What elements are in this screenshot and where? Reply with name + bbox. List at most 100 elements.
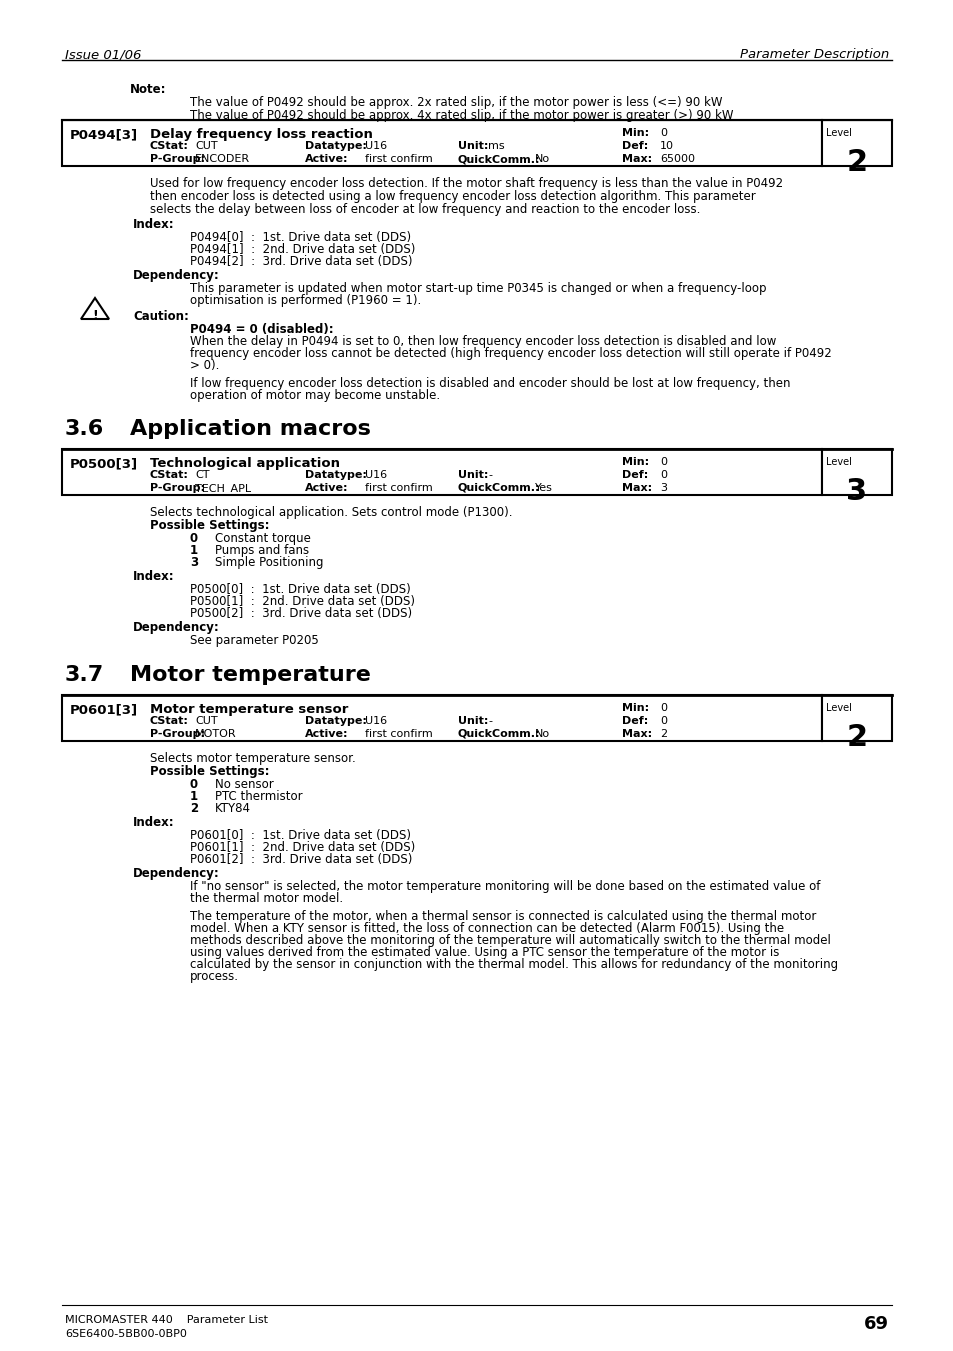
Text: Technological application: Technological application: [150, 457, 339, 470]
Text: ms: ms: [488, 141, 504, 151]
Text: selects the delay between loss of encoder at low frequency and reaction to the e: selects the delay between loss of encode…: [150, 203, 700, 216]
Text: The value of P0492 should be approx. 2x rated slip, if the motor power is less (: The value of P0492 should be approx. 2x …: [190, 96, 721, 109]
Text: Min:: Min:: [621, 457, 648, 467]
Text: Motor temperature sensor: Motor temperature sensor: [150, 703, 348, 716]
Text: CUT: CUT: [194, 716, 217, 725]
Text: No sensor: No sensor: [214, 778, 274, 790]
Text: Dependency:: Dependency:: [132, 269, 219, 282]
Text: 0: 0: [659, 128, 666, 138]
Text: Level: Level: [825, 703, 851, 713]
Text: Yes: Yes: [535, 484, 553, 493]
Text: operation of motor may become unstable.: operation of motor may become unstable.: [190, 389, 439, 403]
Text: !: !: [92, 309, 98, 322]
Text: P-Group:: P-Group:: [150, 730, 205, 739]
Text: When the delay in P0494 is set to 0, then low frequency encoder loss detection i: When the delay in P0494 is set to 0, the…: [190, 335, 776, 349]
Text: P-Group:: P-Group:: [150, 484, 205, 493]
Text: 0: 0: [659, 457, 666, 467]
Text: Max:: Max:: [621, 154, 652, 163]
Text: TECH_APL: TECH_APL: [194, 484, 251, 494]
Text: calculated by the sensor in conjunction with the thermal model. This allows for : calculated by the sensor in conjunction …: [190, 958, 838, 971]
Text: using values derived from the estimated value. Using a PTC sensor the temperatur: using values derived from the estimated …: [190, 946, 779, 959]
Text: 2: 2: [845, 149, 866, 177]
Text: CT: CT: [194, 470, 210, 480]
Text: QuickComm.:: QuickComm.:: [457, 730, 540, 739]
Text: 65000: 65000: [659, 154, 695, 163]
Text: Def:: Def:: [621, 716, 648, 725]
Text: Min:: Min:: [621, 128, 648, 138]
Text: 0: 0: [659, 470, 666, 480]
Text: QuickComm.:: QuickComm.:: [457, 154, 540, 163]
Text: optimisation is performed (P1960 = 1).: optimisation is performed (P1960 = 1).: [190, 295, 421, 307]
Text: Parameter Description: Parameter Description: [739, 49, 888, 61]
Text: If "no sensor" is selected, the motor temperature monitoring will be done based : If "no sensor" is selected, the motor te…: [190, 880, 820, 893]
Text: Index:: Index:: [132, 570, 174, 584]
Text: 6SE6400-5BB00-0BP0: 6SE6400-5BB00-0BP0: [65, 1329, 187, 1339]
Text: 2: 2: [845, 723, 866, 753]
Text: Active:: Active:: [305, 730, 348, 739]
Text: QuickComm.:: QuickComm.:: [457, 484, 540, 493]
Text: 3.7: 3.7: [65, 665, 104, 685]
Text: The temperature of the motor, when a thermal sensor is connected is calculated u: The temperature of the motor, when a the…: [190, 911, 816, 923]
Text: first confirm: first confirm: [365, 484, 433, 493]
Text: 10: 10: [659, 141, 673, 151]
Text: Active:: Active:: [305, 484, 348, 493]
Text: MICROMASTER 440    Parameter List: MICROMASTER 440 Parameter List: [65, 1315, 268, 1325]
Text: P0500[1]  :  2nd. Drive data set (DDS): P0500[1] : 2nd. Drive data set (DDS): [190, 594, 415, 608]
Text: > 0).: > 0).: [190, 359, 219, 372]
Text: The value of P0492 should be approx. 4x rated slip, if the motor power is greate: The value of P0492 should be approx. 4x …: [190, 109, 733, 122]
Text: model. When a KTY sensor is fitted, the loss of connection can be detected (Alar: model. When a KTY sensor is fitted, the …: [190, 921, 783, 935]
Text: Motor temperature: Motor temperature: [130, 665, 371, 685]
Text: P0494[2]  :  3rd. Drive data set (DDS): P0494[2] : 3rd. Drive data set (DDS): [190, 255, 412, 267]
Text: CStat:: CStat:: [150, 470, 189, 480]
Text: P0601[0]  :  1st. Drive data set (DDS): P0601[0] : 1st. Drive data set (DDS): [190, 830, 411, 842]
Text: process.: process.: [190, 970, 239, 984]
Text: P0500[3]: P0500[3]: [70, 457, 138, 470]
Text: Level: Level: [825, 457, 851, 467]
Text: Issue 01/06: Issue 01/06: [65, 49, 141, 61]
Text: Level: Level: [825, 128, 851, 138]
Text: Index:: Index:: [132, 218, 174, 231]
Text: Note:: Note:: [130, 82, 167, 96]
Text: frequency encoder loss cannot be detected (high frequency encoder loss detection: frequency encoder loss cannot be detecte…: [190, 347, 831, 359]
Text: Selects technological application. Sets control mode (P1300).: Selects technological application. Sets …: [150, 507, 512, 519]
Text: ENCODER: ENCODER: [194, 154, 250, 163]
Text: No: No: [535, 730, 550, 739]
Text: 3: 3: [845, 477, 866, 507]
Text: No: No: [535, 154, 550, 163]
Bar: [62, 694, 821, 740]
Text: 0: 0: [190, 778, 198, 790]
Text: Pumps and fans: Pumps and fans: [214, 544, 309, 557]
Text: 1: 1: [190, 544, 198, 557]
Text: first confirm: first confirm: [365, 154, 433, 163]
Text: 69: 69: [863, 1315, 888, 1333]
Text: P0500[0]  :  1st. Drive data set (DDS): P0500[0] : 1st. Drive data set (DDS): [190, 584, 411, 596]
Text: P-Group:: P-Group:: [150, 154, 205, 163]
Text: Def:: Def:: [621, 470, 648, 480]
Text: Max:: Max:: [621, 730, 652, 739]
Text: 1: 1: [190, 790, 198, 802]
Text: 0: 0: [659, 703, 666, 713]
Text: Dependency:: Dependency:: [132, 867, 219, 880]
Text: P0494 = 0 (disabled):: P0494 = 0 (disabled):: [190, 323, 334, 336]
Text: Simple Positioning: Simple Positioning: [214, 557, 323, 569]
Text: 0: 0: [190, 532, 198, 544]
Text: U16: U16: [365, 716, 387, 725]
Text: Datatype:: Datatype:: [305, 470, 367, 480]
Text: P0500[2]  :  3rd. Drive data set (DDS): P0500[2] : 3rd. Drive data set (DDS): [190, 607, 412, 620]
Text: See parameter P0205: See parameter P0205: [190, 634, 318, 647]
Text: This parameter is updated when motor start-up time P0345 is changed or when a fr: This parameter is updated when motor sta…: [190, 282, 765, 295]
Text: U16: U16: [365, 141, 387, 151]
Text: Index:: Index:: [132, 816, 174, 830]
Text: Caution:: Caution:: [132, 309, 189, 323]
Text: 3: 3: [190, 557, 198, 569]
Bar: [62, 120, 821, 166]
Text: Application macros: Application macros: [130, 419, 371, 439]
Text: Selects motor temperature sensor.: Selects motor temperature sensor.: [150, 753, 355, 765]
Text: the thermal motor model.: the thermal motor model.: [190, 892, 343, 905]
Text: P0601[2]  :  3rd. Drive data set (DDS): P0601[2] : 3rd. Drive data set (DDS): [190, 852, 412, 866]
Text: Datatype:: Datatype:: [305, 716, 367, 725]
Text: P0494[3]: P0494[3]: [70, 128, 138, 141]
Bar: [821, 694, 891, 740]
Text: Unit:: Unit:: [457, 141, 488, 151]
Text: Dependency:: Dependency:: [132, 621, 219, 634]
